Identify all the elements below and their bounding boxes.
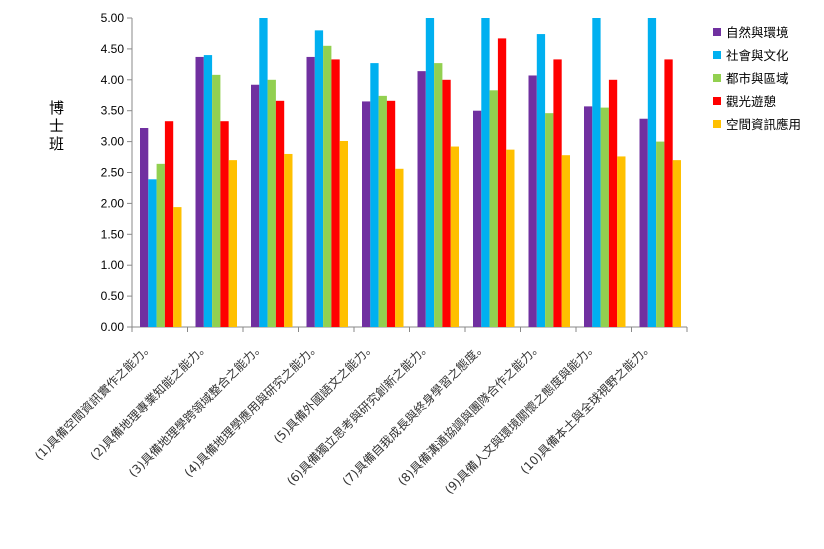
bar bbox=[370, 63, 379, 327]
bar bbox=[275, 100, 285, 327]
bar bbox=[195, 56, 204, 328]
bar bbox=[584, 106, 593, 328]
bar bbox=[434, 63, 443, 327]
bar bbox=[600, 107, 609, 327]
bar bbox=[362, 101, 371, 328]
bar bbox=[553, 59, 562, 327]
bar bbox=[140, 128, 149, 327]
bar bbox=[314, 30, 324, 328]
bar bbox=[489, 90, 498, 327]
y-tick-label: 0.00 bbox=[101, 320, 125, 334]
bar bbox=[608, 79, 618, 327]
bar bbox=[536, 34, 546, 328]
bar bbox=[664, 59, 673, 327]
legend-swatch bbox=[713, 51, 721, 59]
legend-label: 觀光遊憩 bbox=[726, 94, 777, 109]
bar bbox=[417, 71, 426, 327]
bar bbox=[173, 207, 182, 327]
legend-swatch bbox=[713, 74, 721, 82]
y-axis: 0.00 0.50 1.00 1.50 2.00 2.50 3.00 3.50 4.00 4.50… bbox=[101, 11, 133, 334]
bar bbox=[528, 75, 537, 327]
bar bbox=[306, 56, 315, 328]
y-tick-label: 2.50 bbox=[101, 166, 125, 180]
bar bbox=[442, 79, 451, 327]
x-tick-label: (2)具備地理專業知能之能力。 bbox=[87, 339, 211, 463]
bar bbox=[639, 118, 648, 327]
bar bbox=[545, 113, 554, 327]
y-tick-label: 0.50 bbox=[101, 289, 125, 303]
y-tick-label: 3.50 bbox=[101, 104, 125, 118]
bar bbox=[259, 18, 268, 327]
bar bbox=[672, 160, 681, 327]
x-tick-labels: (1)具備空間資訊實作之能力。(2)具備地理專業知能之能力。(3)具備地理學跨領… bbox=[31, 339, 655, 497]
legend-swatch bbox=[713, 97, 721, 105]
legend-label: 都市與區域 bbox=[726, 71, 789, 86]
bar bbox=[339, 140, 348, 327]
bar bbox=[617, 156, 626, 327]
x-tick-label: (1)具備空間資訊實作之能力。 bbox=[31, 339, 155, 463]
bar bbox=[497, 38, 507, 327]
bar bbox=[148, 179, 157, 327]
y-tick-label: 5.00 bbox=[101, 11, 125, 25]
bar bbox=[284, 153, 293, 327]
bar bbox=[212, 74, 221, 327]
y-tick-label: 2.00 bbox=[101, 196, 125, 210]
y-tick-label: 4.50 bbox=[101, 42, 125, 56]
bar bbox=[164, 121, 174, 328]
legend-swatch bbox=[713, 120, 721, 128]
bar bbox=[378, 95, 387, 327]
bar bbox=[220, 121, 229, 328]
bar bbox=[656, 141, 665, 327]
bar bbox=[425, 18, 435, 327]
bar bbox=[323, 45, 332, 328]
legend-label: 空間資訊應用 bbox=[726, 117, 801, 132]
bar bbox=[395, 168, 404, 327]
y-tick-label: 1.50 bbox=[101, 227, 125, 241]
bar bbox=[592, 18, 601, 327]
x-tick-label: (5)具備外國語文之能力。 bbox=[270, 339, 377, 446]
bar bbox=[647, 18, 657, 327]
bar bbox=[156, 163, 165, 327]
bar bbox=[267, 79, 276, 327]
legend-label: 社會與文化 bbox=[726, 48, 789, 63]
bar bbox=[203, 55, 213, 328]
bar bbox=[228, 160, 237, 327]
legend-label: 自然與環境 bbox=[726, 25, 789, 40]
y-tick-label: 4.00 bbox=[101, 73, 125, 87]
bar bbox=[331, 59, 340, 327]
bar bbox=[506, 149, 515, 327]
y-axis-title: 博士班 bbox=[47, 100, 65, 154]
bars bbox=[140, 18, 681, 328]
y-tick-label: 1.00 bbox=[101, 258, 125, 272]
bar bbox=[386, 100, 396, 327]
bar bbox=[561, 155, 570, 327]
bar bbox=[251, 84, 260, 327]
y-tick-label: 3.00 bbox=[101, 135, 125, 149]
x-axis bbox=[131, 326, 688, 332]
bar bbox=[473, 110, 482, 327]
bar bbox=[450, 146, 459, 327]
legend-swatch bbox=[713, 28, 721, 36]
bar bbox=[481, 18, 490, 327]
